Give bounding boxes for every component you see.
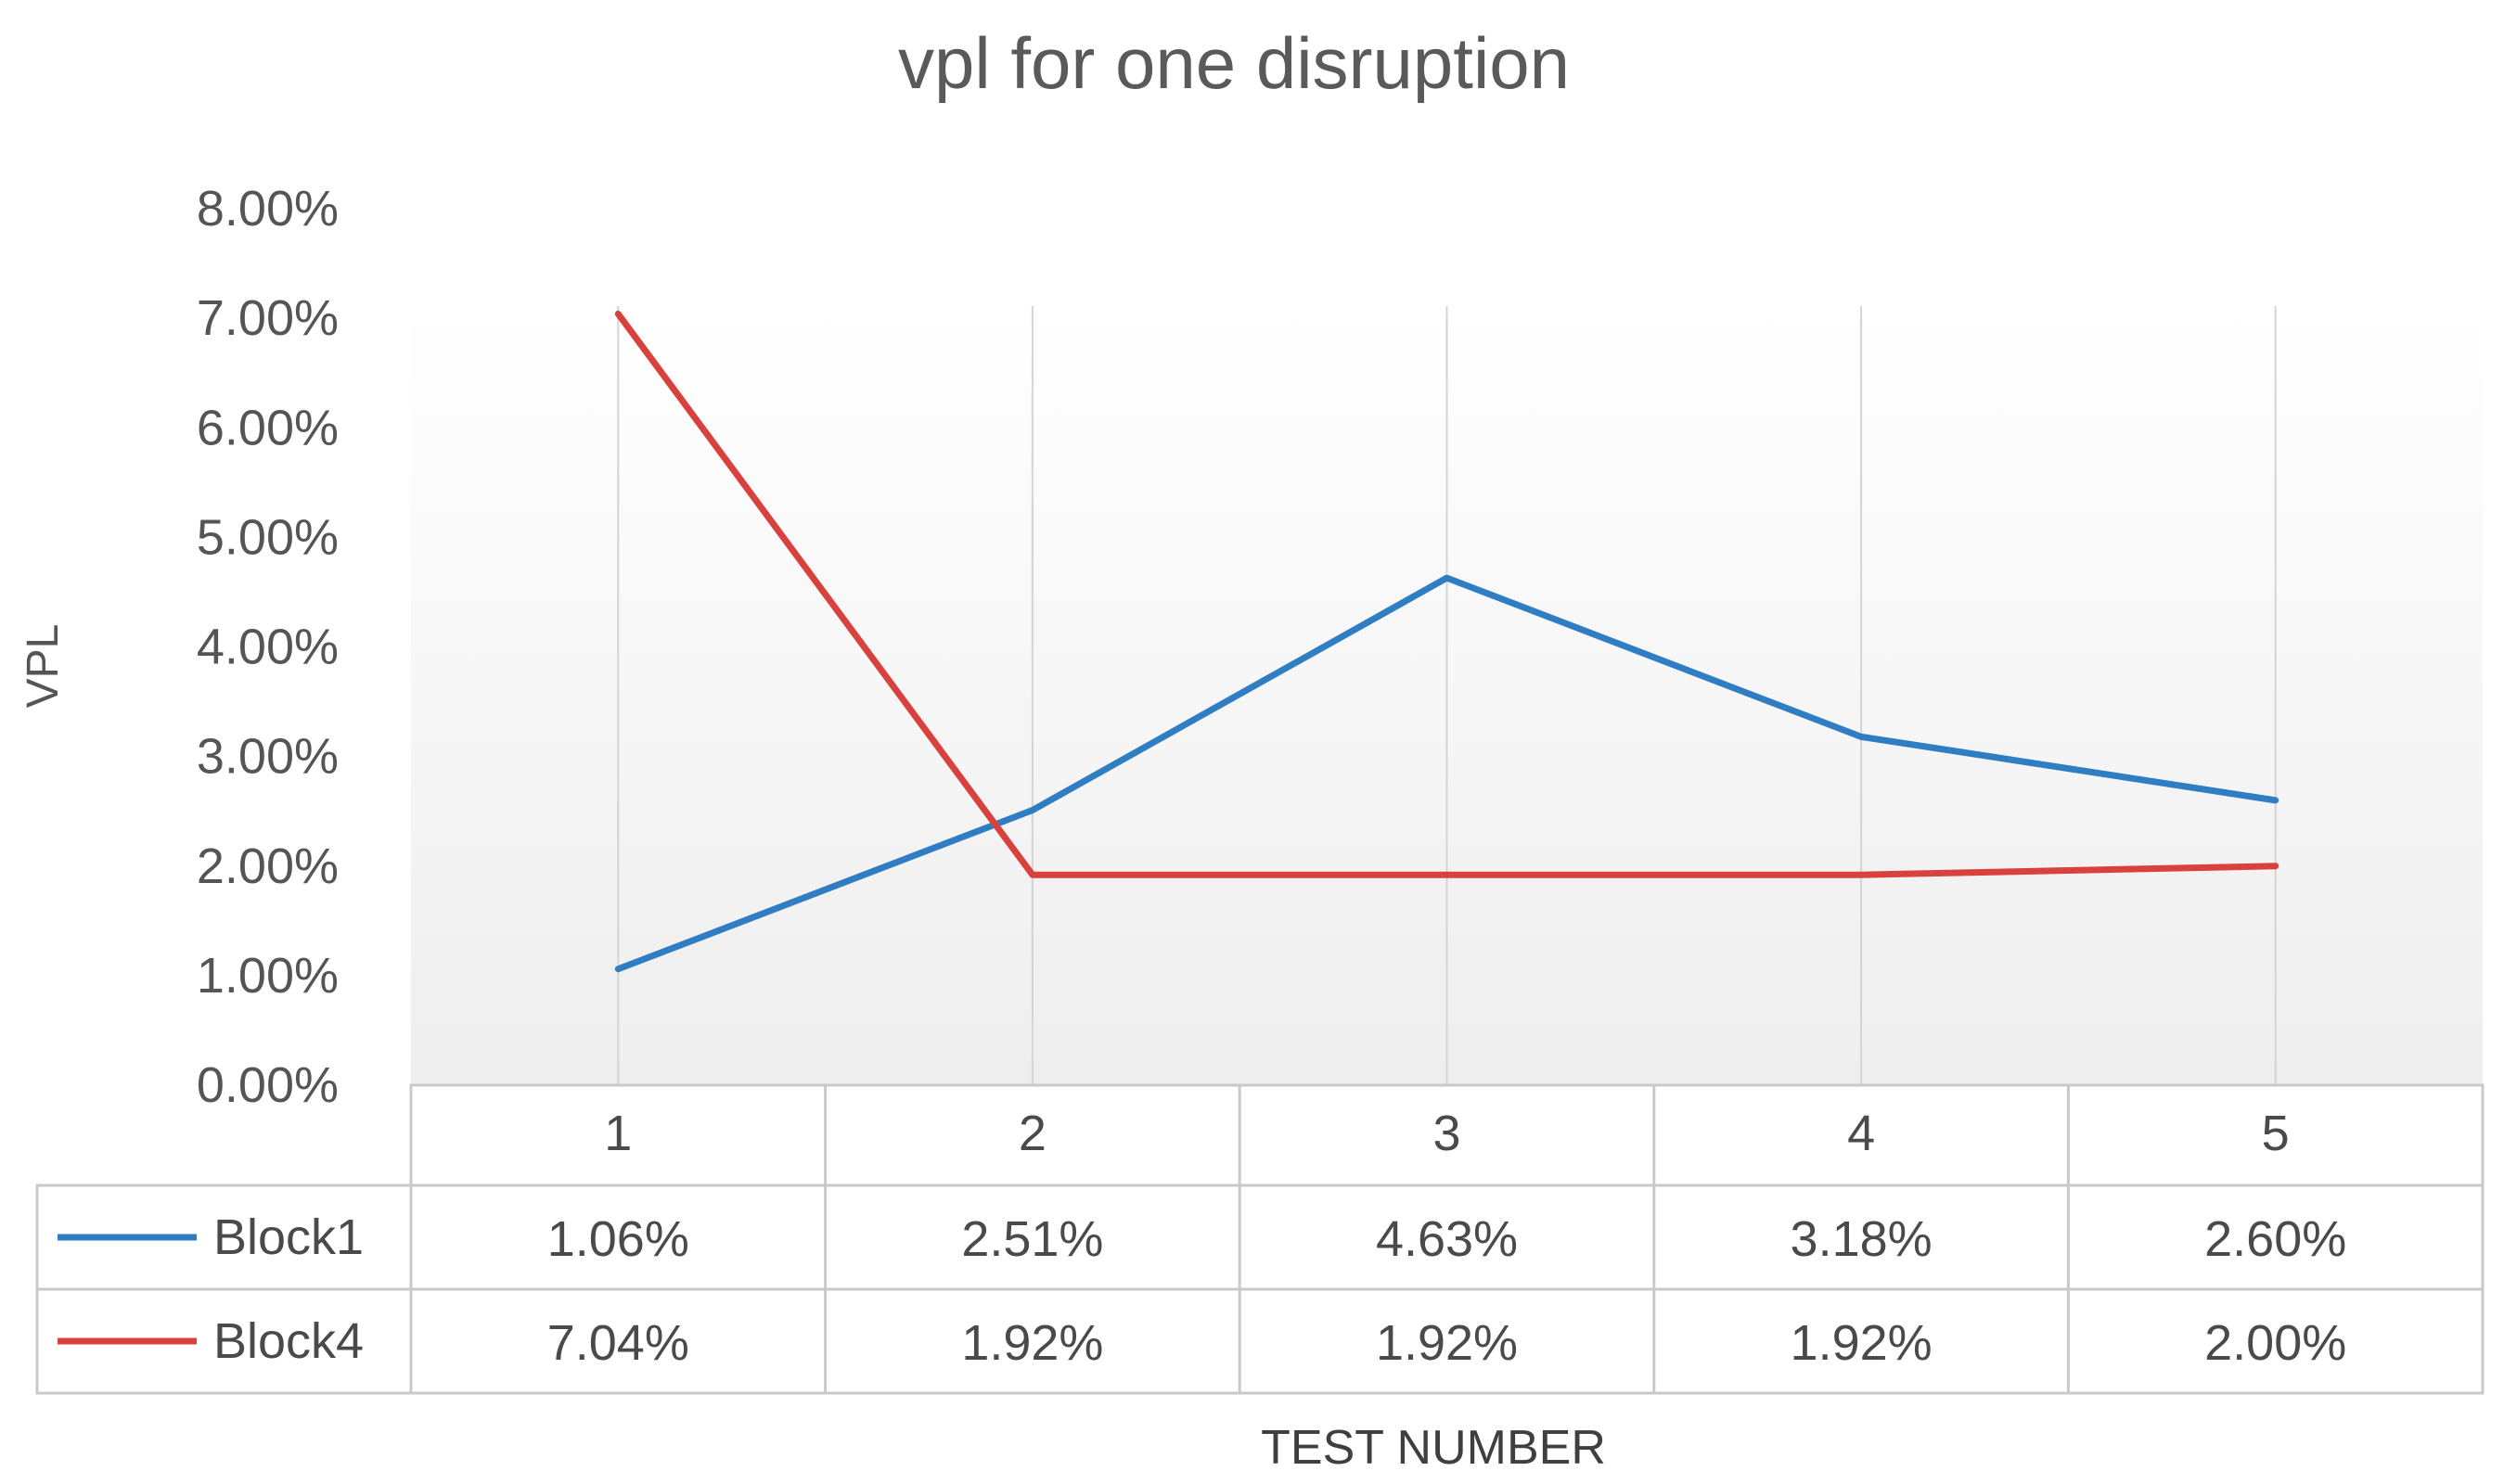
x-axis-label: TEST NUMBER [1261, 1421, 1606, 1475]
legend-label-block4: Block4 [213, 1313, 364, 1369]
y-axis-label: VPL [19, 624, 68, 709]
y-axis-ticks: 0.00% 1.00% 2.00% 3.00% 4.00% 5.00% 6.00% 7.00%… [197, 181, 339, 1113]
gridlines [617, 306, 2277, 1085]
chart-title: vpl for one disruption [898, 22, 1570, 104]
data-table-categories: 1 2 3 4 5 [604, 1106, 2289, 1161]
data-table-cell: 4.63% [1376, 1211, 1518, 1267]
data-table-cell: 3.18% [1791, 1211, 1933, 1267]
y-tick-label: 2.00% [197, 838, 339, 894]
y-tick-label: 6.00% [197, 400, 339, 455]
y-tick-label: 8.00% [197, 181, 339, 237]
data-table-cell: 1.92% [1791, 1315, 1933, 1371]
data-table-cell: 1.06% [547, 1211, 689, 1267]
x-category-label: 2 [1019, 1106, 1047, 1161]
data-table-cell: 2.60% [2204, 1211, 2346, 1267]
data-table-series-row-1 [35, 1183, 2485, 1291]
legend-label-block1: Block1 [213, 1209, 364, 1265]
data-table-cell: 2.51% [961, 1211, 1103, 1267]
series-line-block4 [614, 310, 2279, 878]
y-tick-label: 0.00% [197, 1057, 339, 1113]
data-table-legend: Block1 Block4 [58, 1209, 364, 1369]
data-table-series-row-2 [35, 1287, 2485, 1395]
y-tick-label: 3.00% [197, 729, 339, 785]
y-tick-label: 7.00% [197, 290, 339, 346]
y-tick-label: 5.00% [197, 509, 339, 565]
x-category-label: 4 [1847, 1106, 1875, 1161]
y-tick-label: 4.00% [197, 620, 339, 675]
data-table-cells: 1.06% 2.51% 4.63% 3.18% 2.60% 7.04% 1.92% 1.92%… [547, 1211, 2347, 1371]
x-category-label: 5 [2262, 1106, 2290, 1161]
series-line-block1 [614, 574, 2279, 973]
x-category-label: 1 [604, 1106, 632, 1161]
data-table-cell: 2.00% [2204, 1315, 2346, 1371]
data-table-cell: 1.92% [1376, 1315, 1518, 1371]
y-tick-label: 1.00% [197, 948, 339, 1004]
data-table-cell: 1.92% [961, 1315, 1103, 1371]
data-table-column-dividers [824, 1085, 2070, 1393]
series-lines [614, 310, 2279, 973]
x-category-label: 3 [1432, 1106, 1460, 1161]
data-table-cell: 7.04% [547, 1315, 689, 1371]
data-table: 1 2 3 4 5 Block1 Block4 1.06% 2.51% 4.63% 3.18% 2… [35, 1083, 2485, 1395]
